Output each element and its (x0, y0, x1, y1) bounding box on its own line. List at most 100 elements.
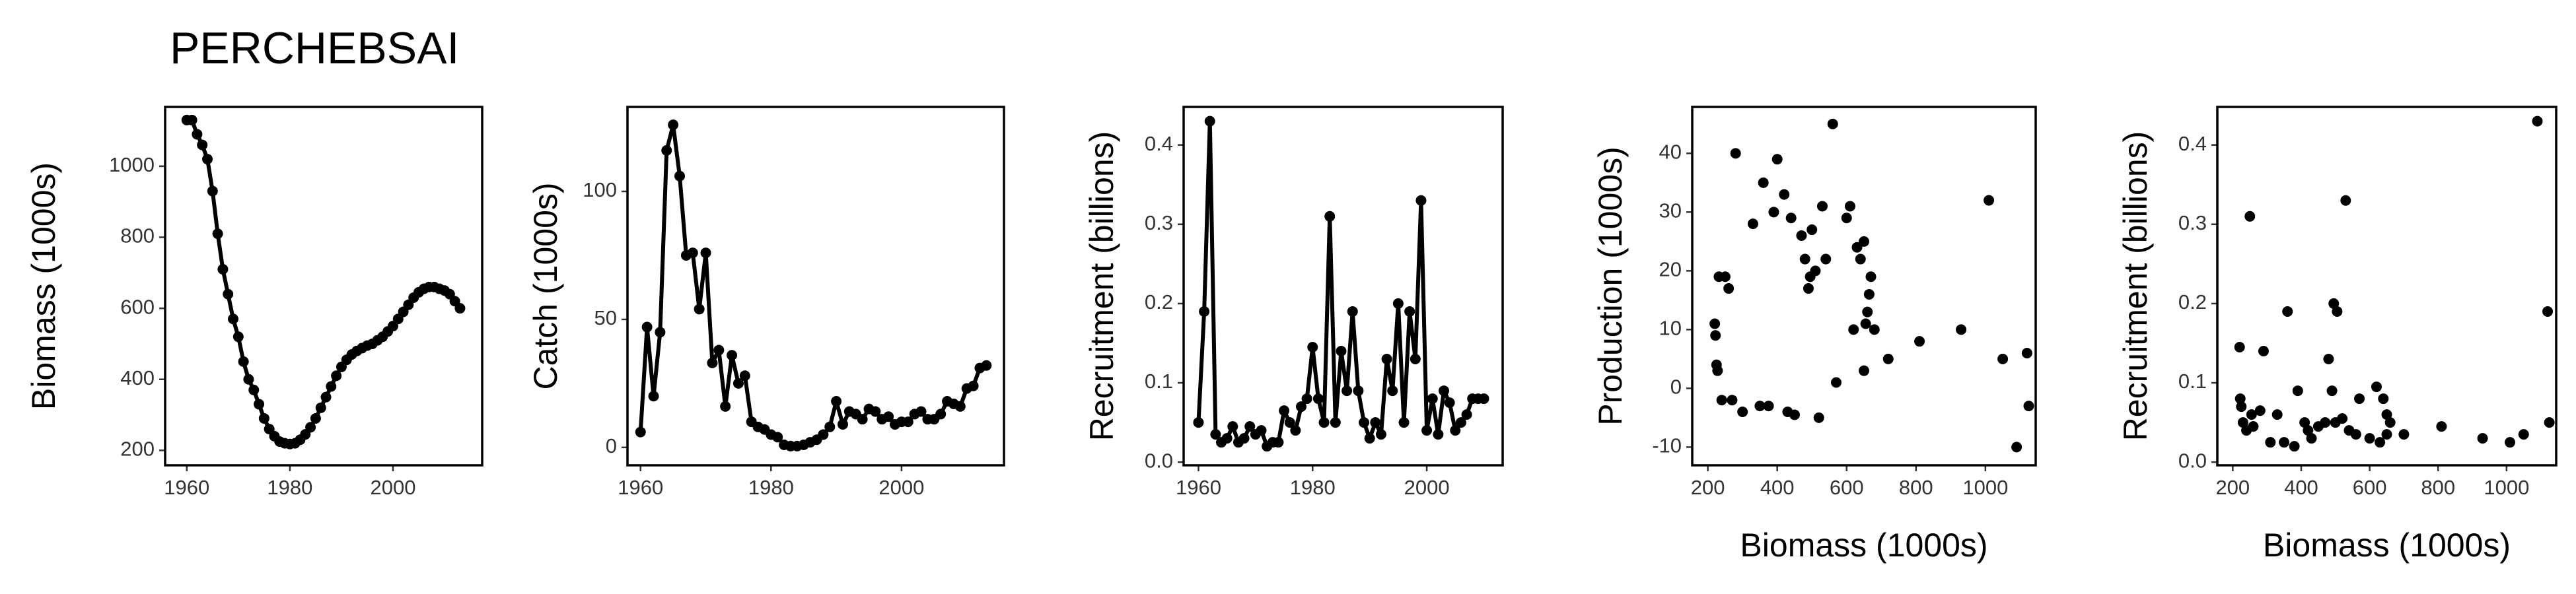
x-tick-label: 600 (1830, 476, 1864, 499)
point (1869, 324, 1880, 335)
plot-frame (164, 106, 483, 467)
point (2258, 346, 2269, 357)
point (1364, 433, 1375, 444)
point (258, 412, 269, 424)
y-tick-label: 20 (1659, 258, 1682, 281)
point (248, 384, 260, 395)
point (1865, 271, 1877, 282)
point (1301, 393, 1312, 405)
y-tick-label: 0.3 (2178, 211, 2207, 234)
y-tick-label: 0.2 (1145, 290, 1173, 314)
point (1284, 417, 1295, 428)
point (700, 248, 711, 259)
point (2235, 393, 2246, 405)
point (202, 154, 213, 165)
point (1398, 417, 1410, 428)
point (1199, 306, 1210, 317)
y-tick-label: 0 (606, 434, 617, 457)
point (1404, 306, 1415, 317)
point (733, 378, 744, 389)
series-line (638, 123, 987, 448)
plot-frame (626, 106, 1005, 467)
y-tick-label: 0.3 (1145, 211, 1173, 234)
point (1997, 353, 2009, 364)
point (1709, 318, 1721, 329)
point (192, 129, 203, 140)
plot-frame (1182, 106, 1504, 467)
point (1712, 365, 1723, 376)
point (2381, 429, 2392, 440)
point (1370, 417, 1381, 428)
point (1439, 385, 1450, 397)
x-tick-label: 1960 (164, 476, 209, 499)
y-tick-label: 0.0 (1145, 449, 1173, 472)
point (635, 426, 646, 438)
point (1810, 265, 1821, 277)
y-tick-label: 0.2 (2178, 290, 2207, 314)
point (668, 119, 679, 131)
point (674, 170, 686, 182)
point (2364, 433, 2375, 444)
point (2398, 429, 2410, 440)
point (2320, 417, 2331, 428)
point (720, 401, 731, 412)
point (694, 304, 705, 315)
point (1841, 213, 1852, 224)
point (1478, 393, 1489, 405)
y-tick-label: 100 (583, 178, 617, 201)
x-tick-label: 1980 (1290, 476, 1336, 499)
point (1415, 195, 1427, 206)
point (1381, 354, 1392, 365)
point (1210, 429, 1221, 440)
y-axis-label: Biomass (1000s) (25, 162, 62, 410)
point (739, 370, 750, 381)
point (1848, 324, 1859, 335)
point (1779, 189, 1790, 200)
point (2436, 421, 2447, 432)
x-tick-label: 2000 (370, 476, 415, 499)
point (2337, 413, 2348, 424)
point (1410, 354, 1421, 365)
point (648, 391, 659, 402)
point (837, 418, 848, 430)
y-tick-label: 0.0 (2178, 449, 2207, 472)
point (1719, 271, 1731, 282)
point (254, 399, 265, 410)
point (1359, 417, 1370, 428)
panel: 0.0 0.1 0.2 0.3 0.4 200 400 600 800 1000 Recruitme… (2117, 106, 2558, 564)
point (2340, 195, 2351, 206)
x-tick-label: 400 (1760, 476, 1795, 499)
point (1813, 412, 1824, 423)
point (727, 350, 738, 361)
point (1844, 201, 1855, 212)
point (2384, 417, 2396, 428)
point (1392, 298, 1404, 309)
point (1820, 253, 1832, 265)
point (1450, 425, 1461, 436)
point (2248, 421, 2259, 432)
point (902, 416, 913, 428)
point (233, 331, 244, 343)
point (1727, 395, 1738, 406)
point (1914, 336, 1925, 347)
point (1956, 324, 1967, 335)
panel: 0 50 100 1960 1980 2000 Catch (1000s) (527, 106, 1005, 499)
point (2323, 354, 2334, 365)
point (223, 288, 234, 300)
point (1816, 201, 1828, 212)
point (1799, 253, 1810, 265)
point (1256, 425, 1267, 436)
y-tick-label: 30 (1659, 199, 1682, 222)
point (870, 406, 881, 417)
plot-frame (2216, 106, 2558, 467)
x-tick-label: 600 (2353, 476, 2387, 499)
point (243, 374, 254, 385)
point (1855, 253, 1866, 265)
point (228, 314, 239, 325)
point (315, 402, 326, 413)
figure-title: PERCHEBSAI (170, 23, 459, 73)
y-axis-label: Recruitment (billions) (1083, 131, 1120, 442)
point (1710, 330, 1721, 341)
y-axis-label: Production (1000s) (1592, 147, 1629, 425)
